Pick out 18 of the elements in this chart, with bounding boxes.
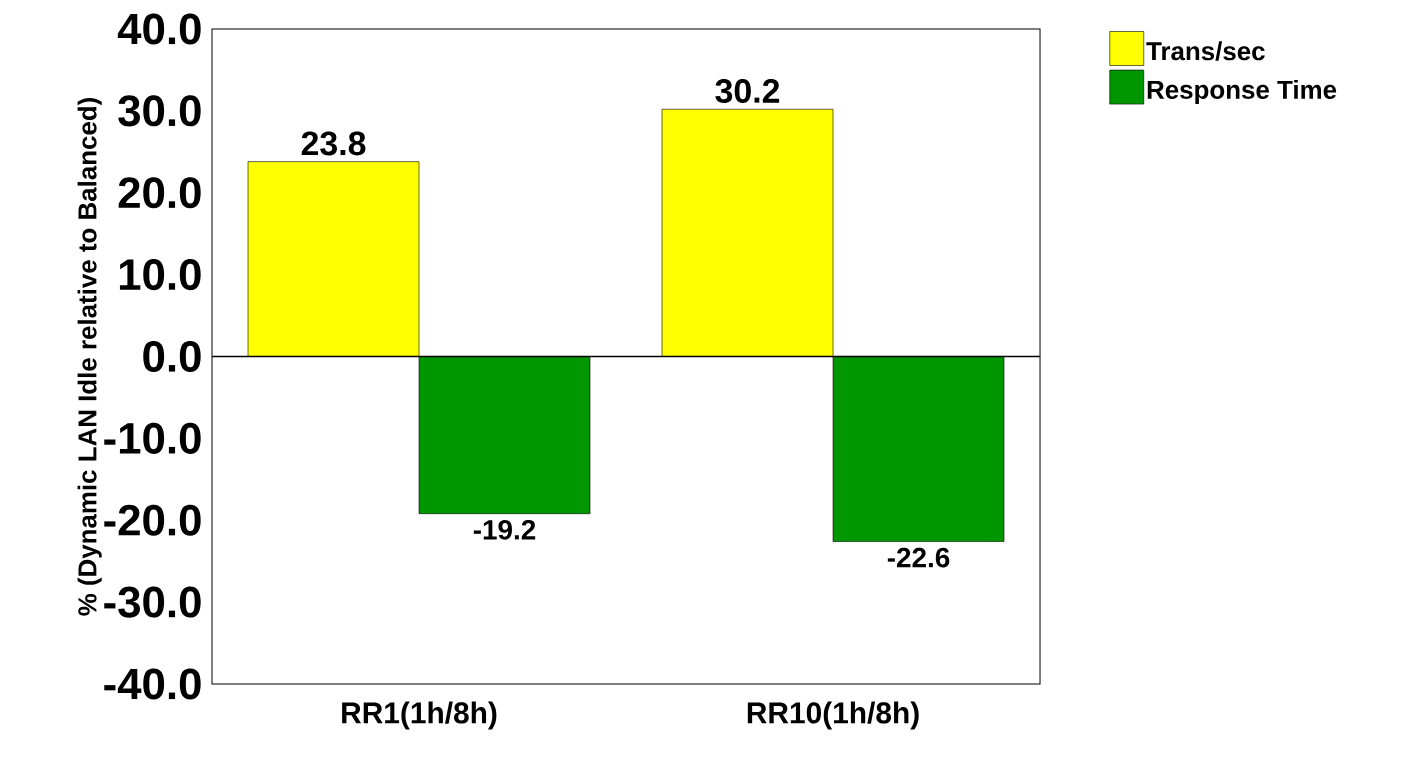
data-label: -19.2 <box>473 519 536 540</box>
x-tick-label: RR1(1h/8h) <box>342 701 497 730</box>
y-tick-label: 40.0 <box>117 13 201 45</box>
y-tick-label: -40.0 <box>104 668 201 700</box>
data-label: 30.2 <box>715 78 780 104</box>
y-tick-label: 20.0 <box>118 177 201 209</box>
y-tick-label: 0.0 <box>143 340 201 373</box>
data-label: 23.8 <box>301 131 366 156</box>
y-tick-label: -10.0 <box>104 422 201 454</box>
y-axis-title: % (Dynamic LAN Idle relative to Balanced) <box>77 98 102 616</box>
y-tick-label: 30.0 <box>118 95 201 127</box>
y-tick-label: -20.0 <box>104 504 201 536</box>
x-tick-label: RR10(1h/8h) <box>747 701 919 730</box>
legend-label: Response Time <box>1147 79 1337 105</box>
y-tick-label: 10.0 <box>119 259 201 291</box>
data-label: -22.6 <box>887 547 950 568</box>
legend-label: Trans/sec <box>1146 41 1265 61</box>
y-tick-label: -30.0 <box>104 586 201 618</box>
